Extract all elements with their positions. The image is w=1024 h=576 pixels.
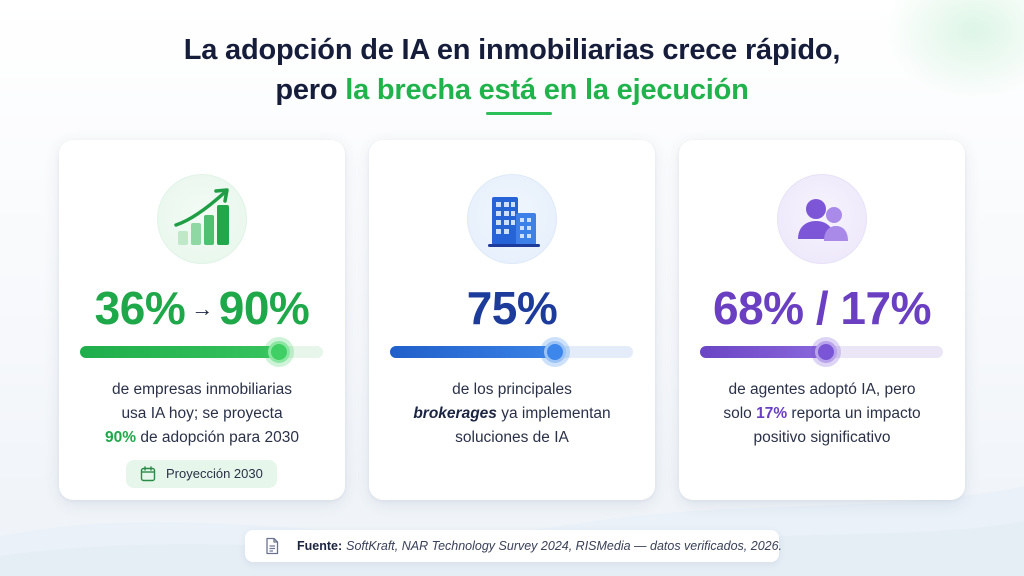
desc-line-3: 90% de adopción para 2030 [69, 426, 335, 450]
title-line-2-prefix: pero [275, 74, 346, 106]
title-line-2: pero la brecha está en la ejecución [0, 70, 1024, 110]
stat-value: 75% [466, 282, 558, 334]
users-icon [777, 174, 867, 264]
desc-line-2: usa IA hoy; se proyecta [121, 405, 283, 422]
title-line-1: La adopción de IA en inmobiliarias crece… [183, 34, 841, 66]
desc-line-1: de los principales [452, 381, 572, 398]
background-glow [884, 0, 1024, 100]
progress-track [80, 341, 323, 363]
title-underline [486, 112, 552, 115]
stat-value: 68% / 17% [713, 282, 931, 334]
source-text: SoftKraft, NAR Technology Survey 2024, R… [346, 539, 783, 553]
stat-card-brokerages: 75% de los principales brokerages ya imp… [369, 140, 655, 500]
arrow-right-icon: → [191, 296, 213, 321]
desc-line-2-rest: reporta un impacto [787, 405, 921, 422]
progress-knob [268, 341, 291, 363]
progress-fill [80, 346, 280, 358]
desc-highlight: 90% [105, 429, 137, 446]
progress-track [700, 341, 943, 363]
growth-bar-chart-icon [157, 174, 247, 264]
stat-value: 36% → 90% [59, 282, 345, 335]
stat-end: 90% [218, 282, 310, 334]
desc-line-2: brokerages ya implementan [379, 402, 645, 426]
progress-fill [700, 346, 827, 358]
stat-start: 36% [94, 282, 186, 334]
desc-line-3: soluciones de IA [455, 429, 569, 446]
badge-label: Proyección 2030 [166, 466, 263, 481]
stat-description: de los principales brokerages ya impleme… [379, 378, 645, 450]
calendar-icon [140, 466, 156, 482]
stat-description: de agentes adoptó IA, pero solo 17% repo… [689, 378, 955, 450]
source-label: Fuente: [297, 539, 343, 553]
desc-line-2-rest: ya implementan [496, 405, 611, 422]
title-line-2-accent: la brecha está en la ejecución [345, 74, 749, 106]
desc-line-1: de empresas inmobiliarias [111, 381, 293, 398]
desc-line-2: solo 17% reporta un impacto [689, 402, 955, 426]
stat-description: de empresas inmobiliarias usa IA hoy; se… [69, 378, 335, 450]
projection-badge: Proyección 2030 [126, 460, 277, 488]
desc-line-1: de agentes adoptó IA, pero [728, 381, 916, 398]
stat-card-adoption: 36% → 90% de empresas inmobiliarias usa IA… [59, 140, 345, 500]
desc-line-3: positivo significativo [753, 429, 891, 446]
progress-fill [390, 346, 556, 358]
desc-line-3-rest: de adopción para 2030 [136, 429, 299, 446]
office-building-icon [467, 174, 557, 264]
page-title: La adopción de IA en inmobiliarias crece… [0, 30, 1024, 110]
progress-track [390, 341, 633, 363]
progress-knob [815, 341, 838, 363]
stat-card-agents: 68% / 17% de agentes adoptó IA, pero sol… [679, 140, 965, 500]
progress-knob [544, 341, 567, 363]
document-icon [266, 537, 279, 555]
desc-highlight: brokerages [413, 405, 497, 422]
desc-highlight: 17% [756, 405, 788, 422]
source-footer: Fuente: SoftKraft, NAR Technology Survey … [245, 530, 783, 562]
desc-line-2-prefix: solo [723, 405, 757, 422]
